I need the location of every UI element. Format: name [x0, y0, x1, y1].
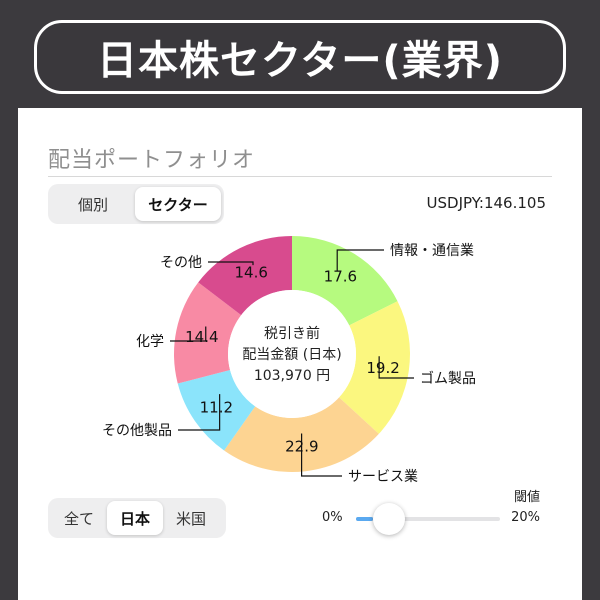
threshold-label: 閾値: [513, 490, 540, 505]
slice-4[interactable]: [173, 282, 242, 384]
page-title: 日本株セクター(業界): [97, 38, 503, 84]
threshold-min-label: 0%: [322, 510, 343, 525]
donut-hole: [228, 290, 356, 418]
portfolio-card: 配当ポートフォリオ 個別 セクター USDJPY:146.105 17.6 19.…: [18, 108, 582, 600]
donut-center-line2: 配当金額 (日本): [242, 347, 341, 363]
donut-center-amount: 103,970 円: [254, 368, 330, 384]
leader-line: [208, 261, 254, 266]
slice-value-label: 17.6: [324, 268, 357, 286]
leader-line: [178, 394, 221, 431]
market-toggle-japan[interactable]: 日本: [107, 501, 163, 535]
threshold-slider-fill: [356, 517, 374, 521]
section-divider: [48, 176, 552, 177]
slice-value-label: 14.6: [235, 264, 268, 282]
slice-category-label: その他製品: [102, 423, 172, 439]
slice-1[interactable]: [339, 301, 410, 434]
slice-category-label: ゴム製品: [420, 370, 476, 387]
leader-line: [301, 433, 342, 477]
slice-value-labels: 17.6 19.2 22.9 11.2 14.4 14.6: [185, 264, 400, 456]
slice-category-label: 情報・通信業: [390, 243, 474, 259]
fx-rate: USDJPY:146.105: [426, 194, 546, 212]
slice-category-label: サービス業: [348, 469, 418, 485]
threshold-slider-track[interactable]: [356, 517, 500, 521]
slice-value-label: 14.4: [185, 328, 218, 346]
view-toggle: 個別 セクター: [48, 184, 224, 224]
view-toggle-sector[interactable]: セクター: [135, 187, 221, 221]
market-toggle: 全て 日本 米国: [48, 498, 226, 538]
slice-value-label: 11.2: [200, 398, 233, 416]
threshold-max-label: 20%: [511, 510, 540, 525]
page-title-banner: 日本株セクター(業界): [34, 20, 566, 94]
slice-5[interactable]: [198, 236, 292, 316]
slice-value-label: 19.2: [366, 359, 399, 377]
leader-line: [378, 356, 414, 379]
slice-3[interactable]: [177, 370, 256, 451]
leader-lines: [170, 249, 414, 477]
leader-line: [170, 326, 207, 342]
threshold-slider: 閾値 0% 20%: [318, 486, 548, 546]
slice-category-label: 化学: [136, 334, 164, 350]
sector-donut-chart: 17.6 19.2 22.9 11.2 14.4 14.6 情報・通信業ゴム製品サービス業…: [102, 236, 476, 485]
slice-category-label: その他: [160, 255, 202, 271]
leader-line: [336, 249, 384, 271]
slice-0[interactable]: [292, 236, 398, 326]
market-toggle-us[interactable]: 米国: [175, 509, 206, 528]
market-toggle-all[interactable]: 全て: [63, 509, 94, 528]
donut-center-line1: 税引き前: [264, 325, 320, 342]
threshold-slider-thumb[interactable]: [373, 503, 406, 535]
donut-slices: [173, 236, 410, 472]
view-toggle-individual[interactable]: 個別: [77, 195, 108, 214]
section-title: 配当ポートフォリオ: [48, 148, 256, 173]
slice-value-label: 22.9: [285, 437, 318, 455]
